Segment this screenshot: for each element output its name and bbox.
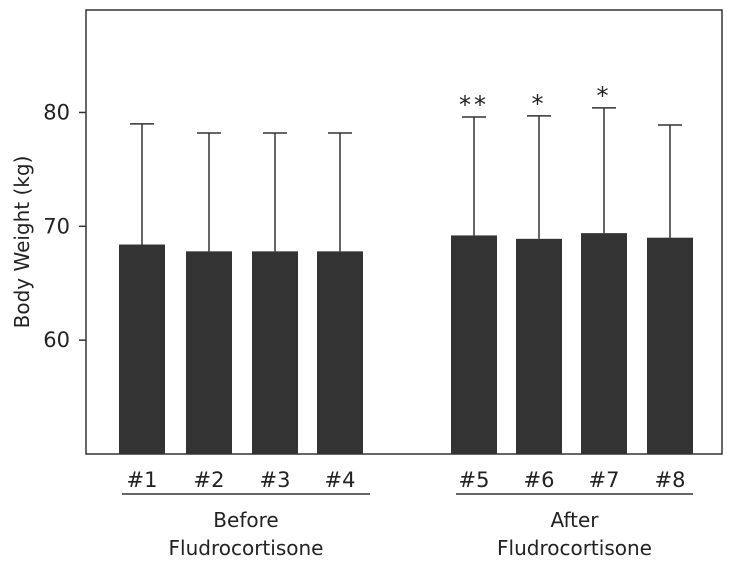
x-axis-labels: #1 #2 #3 #4 #5 #6 #7 #8 — [127, 468, 686, 492]
bar — [647, 237, 693, 454]
significance-marker: * — [597, 82, 612, 110]
bar — [119, 244, 165, 454]
x-tick-label: #3 — [260, 468, 291, 492]
significance-marker: * — [532, 90, 547, 118]
bars — [119, 233, 693, 454]
y-tick-label: 70 — [43, 214, 70, 238]
bar — [252, 251, 298, 454]
plot-frame — [85, 9, 723, 455]
group-label-line2: Fludrocortisone — [169, 536, 324, 560]
bar — [581, 233, 627, 454]
y-tick-label: 60 — [43, 328, 70, 352]
x-tick-label: #7 — [589, 468, 620, 492]
x-tick-label: #6 — [524, 468, 555, 492]
y-axis-ticks: 60 70 80 — [43, 100, 86, 352]
y-axis-label: Body Weight (kg) — [10, 156, 34, 329]
x-tick-label: #8 — [655, 468, 686, 492]
error-bars — [130, 107, 682, 252]
y-tick-label: 80 — [43, 100, 70, 124]
x-tick-label: #4 — [325, 468, 356, 492]
group-label-line1: After — [550, 508, 599, 532]
bar — [451, 235, 497, 454]
bar — [516, 238, 562, 454]
x-tick-label: #1 — [127, 468, 158, 492]
group-labels: Before Fludrocortisone After Fludrocortison… — [122, 493, 693, 560]
group-label-line2: Fludrocortisone — [497, 536, 652, 560]
significance-annotations: ** * * — [459, 82, 612, 119]
x-tick-label: #2 — [194, 468, 225, 492]
bar — [186, 251, 232, 454]
x-tick-label: #5 — [459, 468, 490, 492]
group-label-line1: Before — [213, 508, 278, 532]
significance-marker: ** — [459, 91, 489, 119]
bar — [317, 251, 363, 454]
